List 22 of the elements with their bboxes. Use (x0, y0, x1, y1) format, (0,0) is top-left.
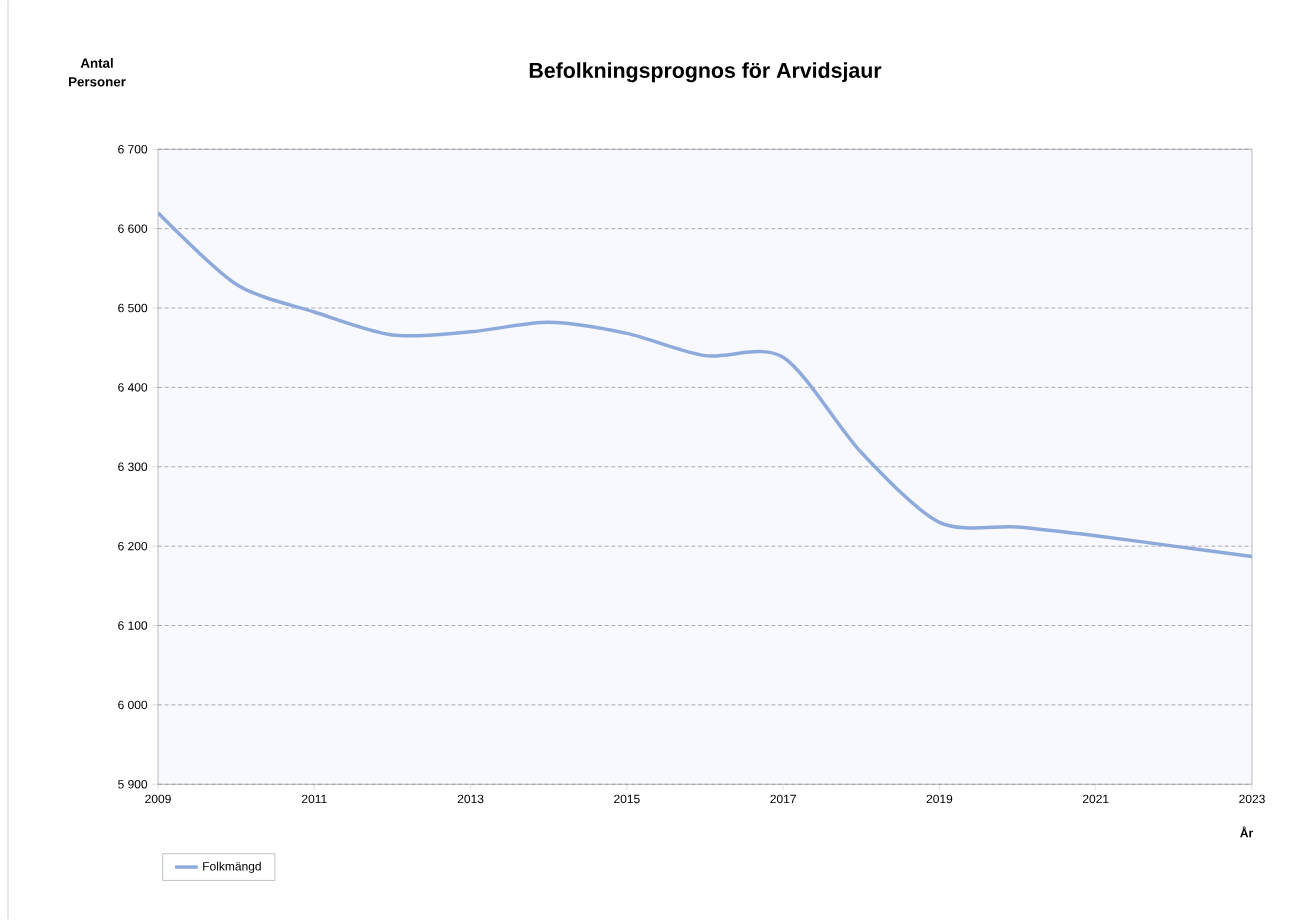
y-tick-label: 6 400 (118, 383, 148, 392)
y-tick-label: 6 500 (118, 304, 148, 313)
x-axis-title: År (1240, 826, 1254, 838)
legend-label: Folkmängd (203, 861, 261, 874)
x-tick-label: 2021 (1082, 794, 1109, 804)
chart-title: Befolkningsprognos för Arvidsjaur (529, 62, 882, 83)
y-tick-label: 6 600 (118, 224, 148, 234)
x-tick-label: 2009 (145, 794, 171, 804)
y-tick-label: 6 000 (118, 700, 148, 710)
x-tick-label: 2023 (1239, 794, 1265, 804)
y-tick-label: 6 100 (118, 621, 148, 631)
y-tick-label: 6 300 (118, 462, 148, 472)
x-tick-label: 2015 (614, 794, 640, 804)
line-series (158, 211, 1253, 559)
y-tick-label: 6 200 (118, 542, 148, 551)
x-tick-label: 2019 (926, 794, 953, 804)
x-tick-label: 2013 (457, 794, 484, 804)
x-tick-label: 2017 (770, 794, 796, 804)
y-tick-label: 5 900 (118, 780, 148, 789)
x-tick-label: 2011 (302, 794, 327, 804)
y-tick-label: 6 700 (118, 145, 148, 154)
y-axis-title: Antal Personer (69, 58, 126, 87)
